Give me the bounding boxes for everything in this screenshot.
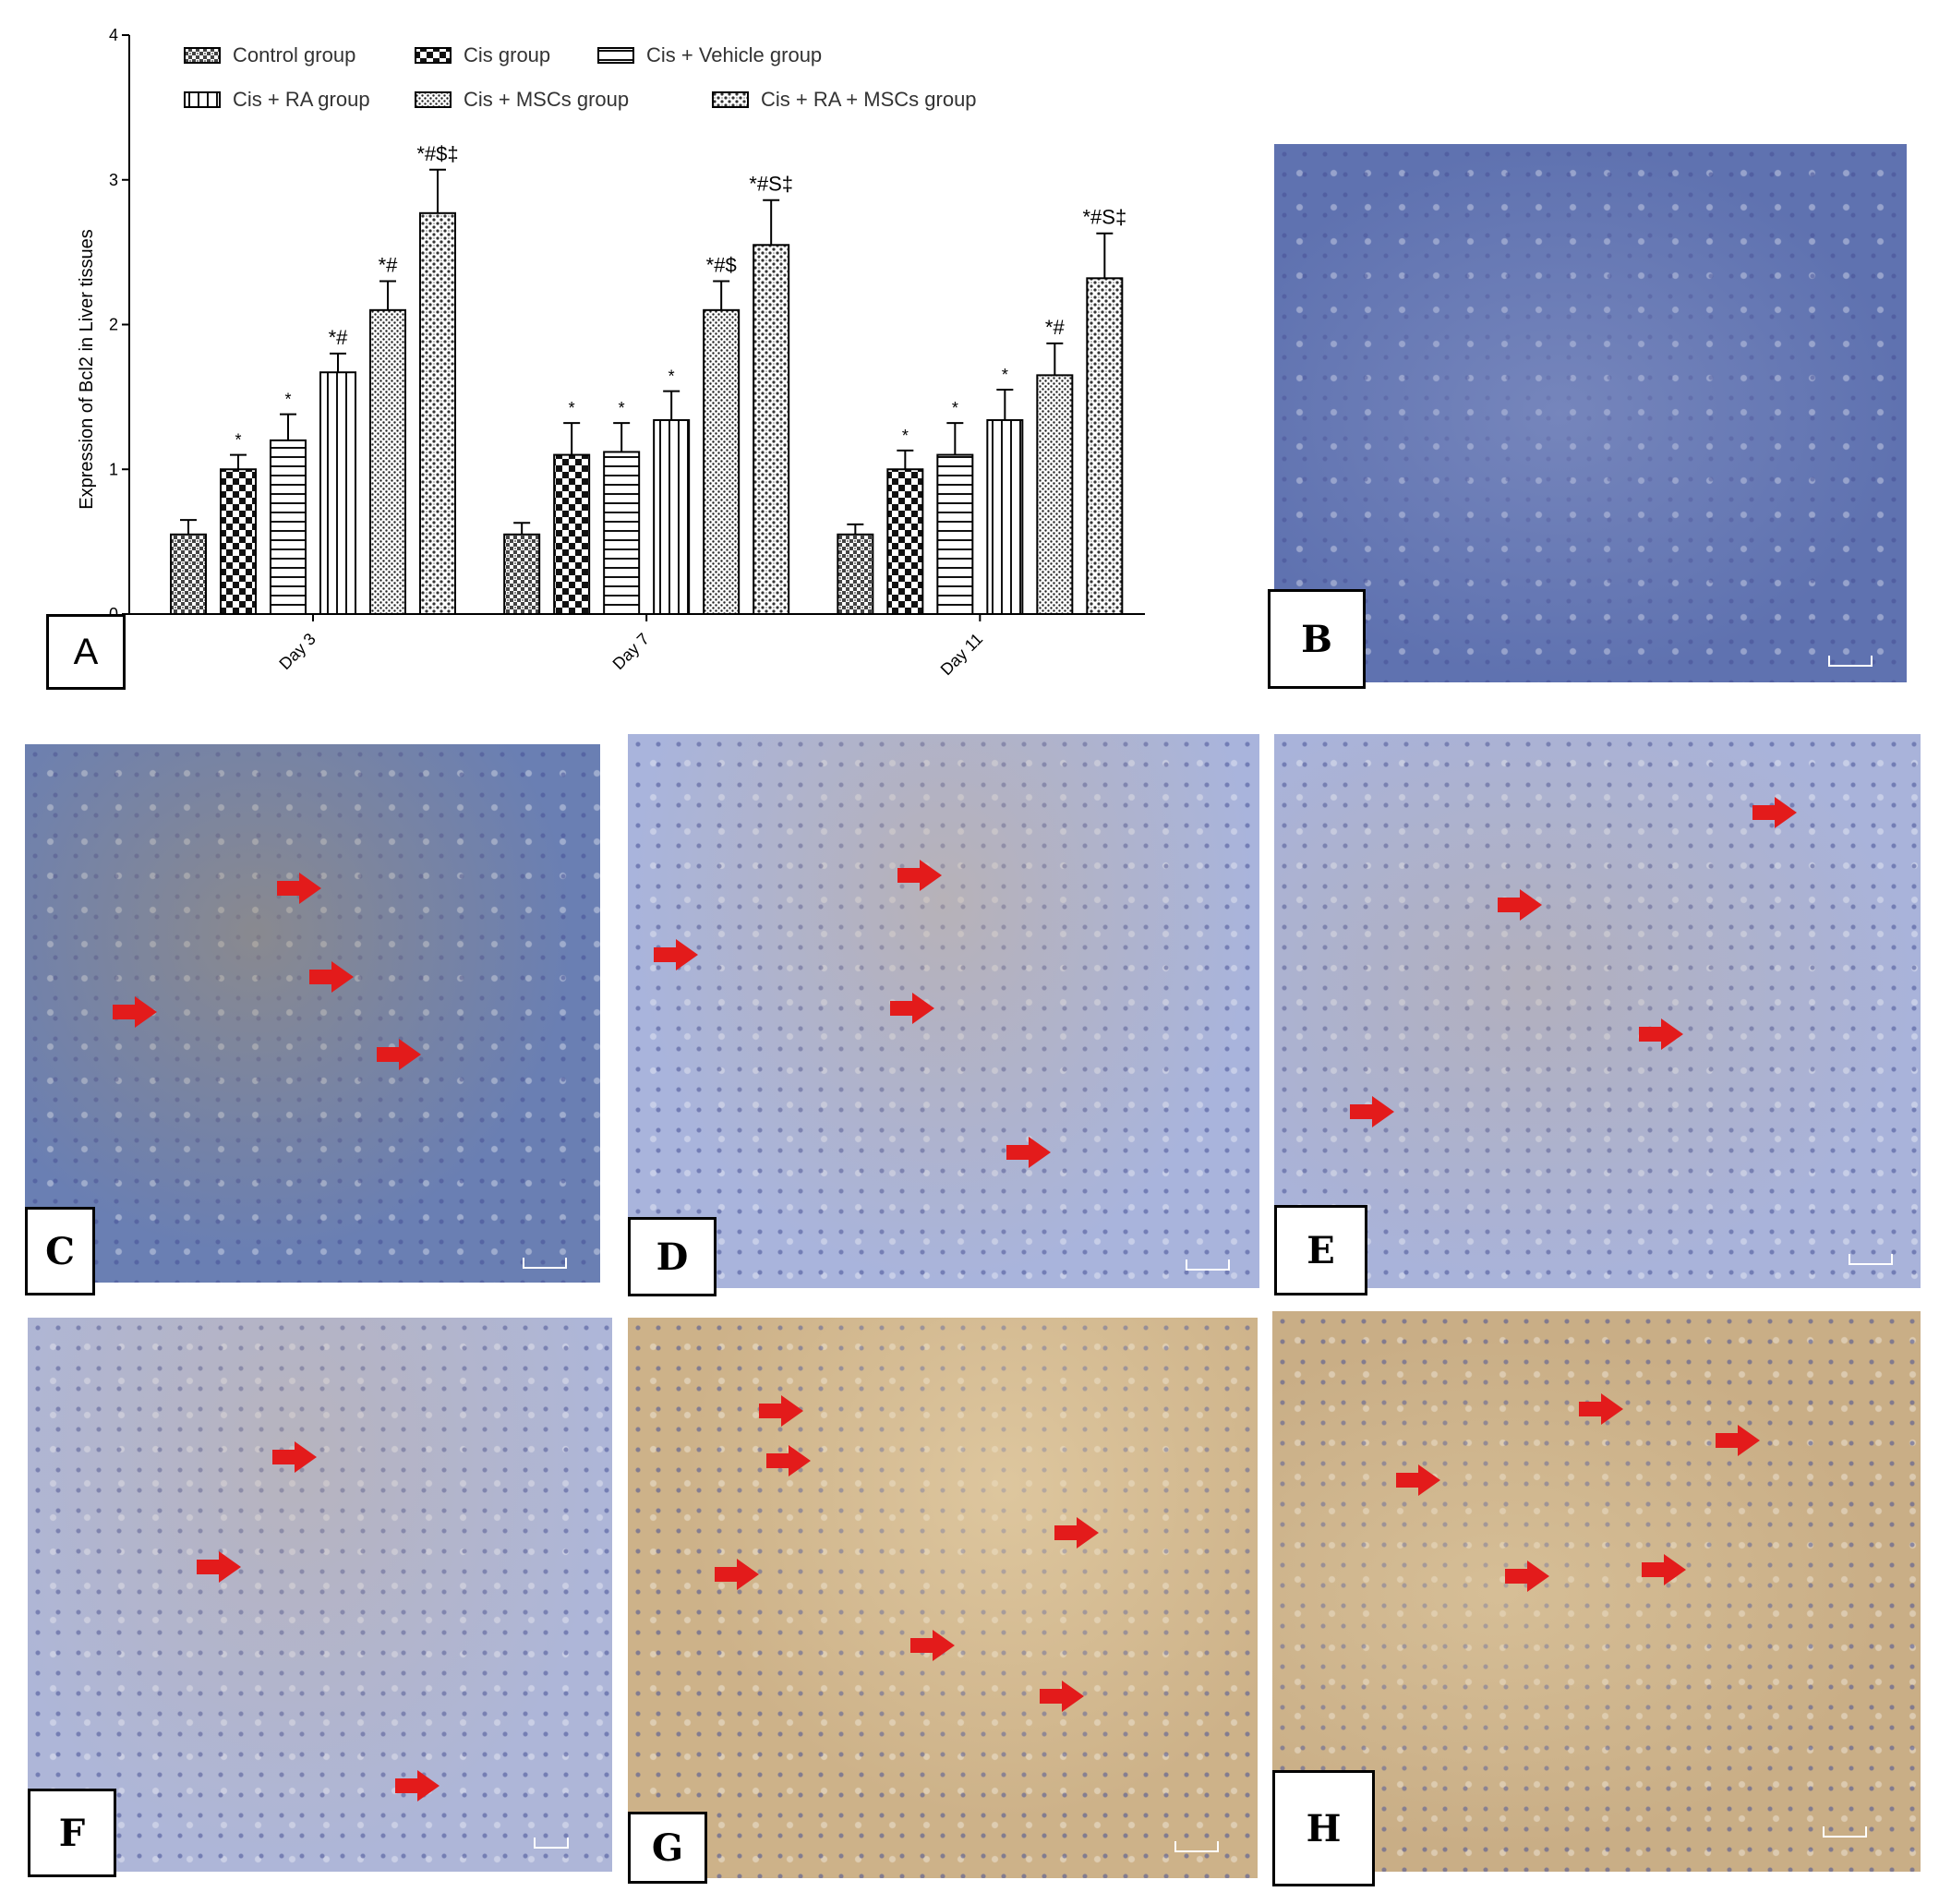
scale-bar-g [1174,1841,1219,1852]
micrograph-b [1274,144,1907,682]
bar [503,533,541,615]
bar [1086,277,1124,615]
significance-label: * [952,399,958,417]
panel-label-a: A [46,614,126,690]
micrograph-d [628,734,1259,1288]
significance-label: * [1002,366,1008,384]
significance-label: *#$ [706,253,737,276]
legend-label: Cis group [464,43,550,66]
micrograph-f [28,1318,612,1872]
significance-label: * [668,368,675,386]
significance-label: *# [379,253,399,276]
legend-swatch [415,47,452,64]
panel-label-e: E [1274,1205,1367,1295]
panel-label-f: F [28,1789,116,1877]
significance-label: * [619,399,625,417]
scale-bar-b [1828,656,1873,667]
bar [270,439,307,615]
bar [603,451,641,615]
bar [319,371,356,615]
bar [220,468,257,615]
scale-bar-e [1849,1254,1893,1265]
significance-label: * [284,391,291,409]
significance-label: *# [329,326,349,349]
bar [886,468,924,615]
panel-label-c: C [25,1207,95,1295]
legend-swatch [184,91,221,108]
significance-label: * [902,427,909,445]
scale-bar-f [534,1838,569,1849]
panel-label-g: G [628,1812,707,1884]
significance-label: * [235,431,241,450]
y-tick-label: 1 [109,460,118,478]
panel-label-b: B [1268,589,1366,689]
legend-swatch [597,47,634,64]
significance-label: *# [1045,316,1066,339]
micrograph-g [628,1318,1258,1878]
bar [170,533,207,615]
x-tick-label: Day 3 [275,630,319,673]
x-tick-label: Day 7 [609,630,653,673]
significance-label: *#$‡ [416,142,458,165]
bar [369,308,406,615]
micrograph-c [25,744,600,1283]
x-tick-label: Day 11 [937,630,987,680]
significance-label: *#S‡ [749,173,793,196]
bar [653,418,691,615]
y-tick-label: 2 [109,316,118,334]
significance-label: *#S‡ [1082,206,1126,229]
significance-label: * [569,399,575,417]
bar [837,533,874,615]
bar [753,244,790,615]
legend-swatch [712,91,749,108]
scale-bar-d [1186,1259,1230,1271]
panel-label-h: H [1272,1770,1375,1886]
bar [703,308,741,615]
y-tick-label: 3 [109,171,118,189]
legend-swatch [184,47,221,64]
bar [936,453,974,616]
legend-swatch [415,91,452,108]
scale-bar-c [523,1258,567,1269]
micrograph-e [1274,734,1921,1288]
bar [419,211,456,616]
legend-label: Control group [233,43,355,66]
legend-label: Cis + RA + MSCs group [761,88,977,111]
scale-bar-h [1823,1826,1867,1838]
legend-label: Cis + RA group [233,88,370,111]
panel-label-d: D [628,1217,717,1296]
legend-label: Cis + Vehicle group [646,43,822,66]
bar [1036,374,1074,615]
bar [553,453,591,616]
y-tick-label: 4 [109,26,118,44]
legend-label: Cis + MSCs group [464,88,629,111]
bar [986,418,1024,615]
y-axis-label: Expression of Bcl2 in Liver tissues [77,229,97,509]
